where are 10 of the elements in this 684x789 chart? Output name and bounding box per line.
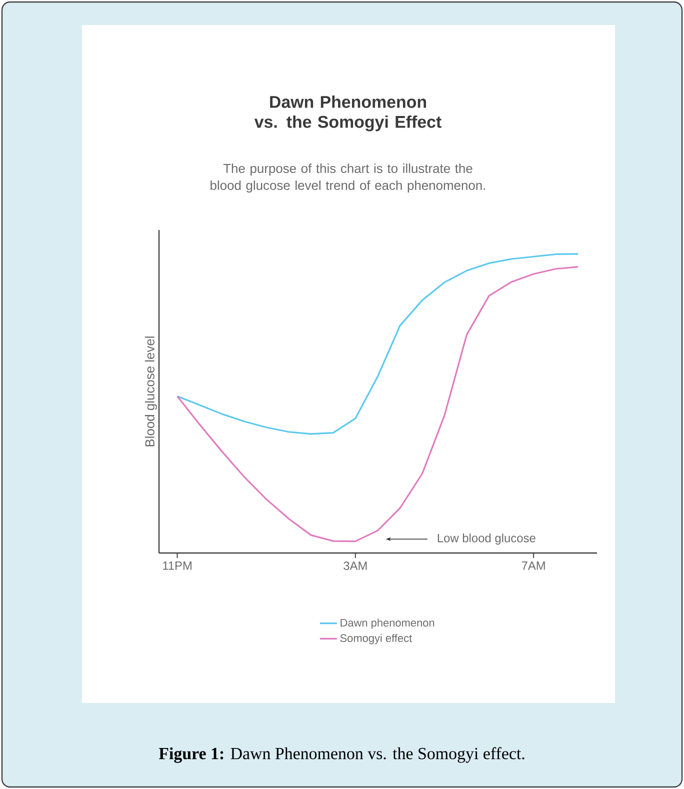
y-axis-title: Blood glucose level xyxy=(144,336,157,446)
x-tick-label: 11PM xyxy=(162,562,192,570)
text: Figure 1: Dawn Phenomenon vs. the Somogyi effect. xyxy=(158,747,524,763)
annotation: Low blood glucose xyxy=(438,534,536,545)
chart-subtitle: The purpose of this chart is to illustrate the blood glucose level trend of each phenomenon. xyxy=(210,164,485,193)
legend-label: Somogyi effect xyxy=(340,634,412,644)
legend-label: Dawn phenomenon xyxy=(340,618,434,629)
x-tick-label: 3AM xyxy=(344,562,367,570)
chart-title: Dawn Phenomenon vs. the Somogyi Effect xyxy=(254,96,442,132)
x-tick-label: 7AM xyxy=(522,562,545,570)
